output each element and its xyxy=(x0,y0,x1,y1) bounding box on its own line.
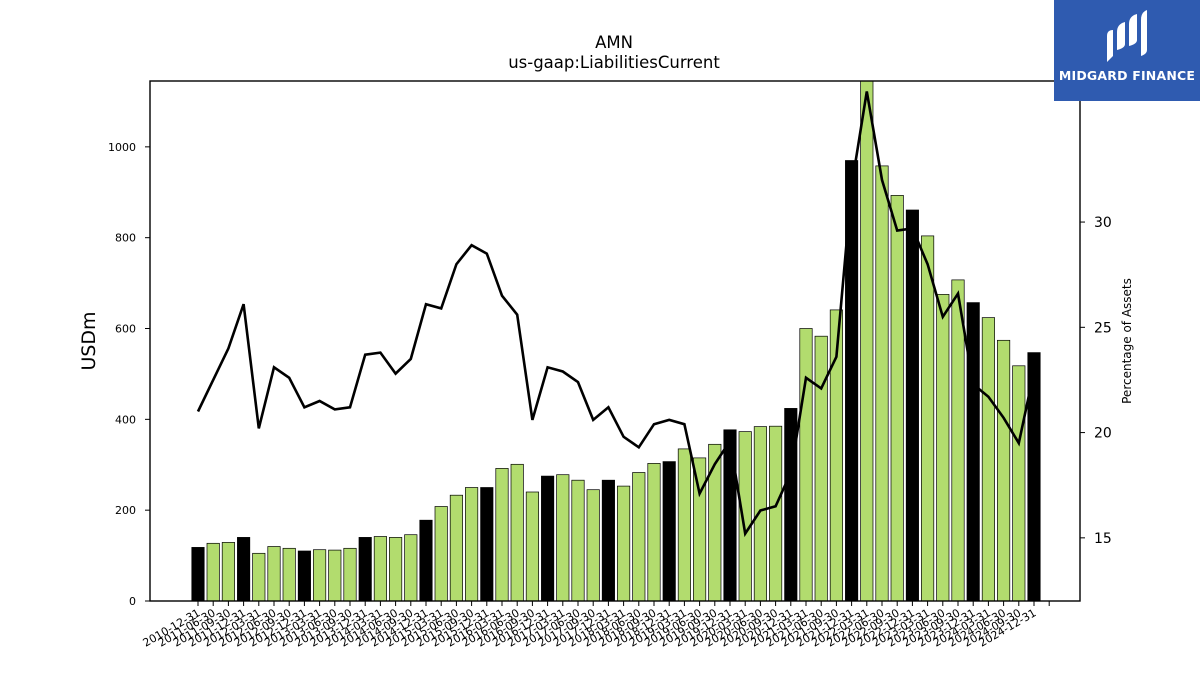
chart-subtitle: us-gaap:LiabilitiesCurrent xyxy=(508,53,720,72)
bar xyxy=(510,463,524,602)
bar xyxy=(449,494,463,602)
bar xyxy=(921,235,935,602)
y2-tick-label: 30 xyxy=(1094,215,1112,231)
bar xyxy=(738,431,752,602)
bar-series xyxy=(191,80,1041,602)
y2-axis-label: Percentage of Assets xyxy=(1120,278,1134,404)
y-axis-right: 15 20 25 30 xyxy=(1080,215,1112,547)
bar xyxy=(997,339,1011,602)
bar xyxy=(480,487,494,602)
chart-title: AMN xyxy=(595,33,633,52)
bar xyxy=(556,474,570,602)
y-axis-left: 0 200 400 600 800 1000 xyxy=(108,141,150,608)
x-axis: 2010-12-312011-06-302011-09-302011-12-31… xyxy=(141,601,1050,650)
bar xyxy=(237,537,251,602)
bar xyxy=(981,317,995,602)
bar xyxy=(890,195,904,602)
bar xyxy=(677,448,691,602)
bar xyxy=(814,335,828,602)
bar xyxy=(434,506,448,602)
bar xyxy=(586,489,600,602)
bar xyxy=(951,279,965,602)
bar xyxy=(191,547,205,602)
bar xyxy=(723,429,737,602)
brand-name: MIDGARD FINANCE xyxy=(1058,68,1196,83)
bar xyxy=(860,80,874,602)
bar xyxy=(282,547,296,602)
bar xyxy=(495,468,509,602)
bar xyxy=(647,463,661,602)
bar xyxy=(966,302,980,602)
brand-logo: MIDGARD FINANCE xyxy=(1054,0,1200,101)
y2-tick-label: 20 xyxy=(1094,426,1112,442)
bar xyxy=(252,552,266,602)
y-tick-label: 800 xyxy=(115,232,136,245)
bar xyxy=(525,491,539,602)
bar xyxy=(571,479,585,602)
y-tick-label: 400 xyxy=(115,413,136,426)
bar xyxy=(313,549,327,602)
bar xyxy=(297,550,311,602)
bar xyxy=(358,537,372,602)
bar xyxy=(404,534,418,602)
bar xyxy=(541,475,555,602)
bar xyxy=(632,472,646,602)
y-tick-label: 200 xyxy=(115,504,136,517)
bar xyxy=(769,425,783,602)
bar xyxy=(206,542,220,602)
bar xyxy=(784,408,798,602)
y-axis-label: USDm xyxy=(78,311,100,370)
bar xyxy=(617,485,631,602)
brand-mark-icon xyxy=(1107,10,1147,62)
ratio-line xyxy=(196,91,1036,538)
bar xyxy=(389,537,403,602)
bar xyxy=(936,294,950,602)
bar xyxy=(267,546,281,602)
bar xyxy=(221,542,235,602)
plot-frame xyxy=(149,80,1081,602)
bar xyxy=(662,461,676,602)
bar xyxy=(373,536,387,602)
bar xyxy=(343,547,357,602)
bar xyxy=(905,209,919,602)
y-tick-label: 600 xyxy=(115,323,136,336)
bar xyxy=(1012,365,1026,602)
y2-tick-label: 25 xyxy=(1094,320,1112,336)
bar xyxy=(708,443,722,602)
bar xyxy=(601,479,615,602)
y-tick-label: 1000 xyxy=(108,141,136,154)
bar xyxy=(328,549,342,602)
bar xyxy=(753,426,767,602)
bar xyxy=(419,519,433,602)
y2-tick-label: 15 xyxy=(1094,531,1112,547)
bar xyxy=(799,328,813,602)
bar xyxy=(875,165,889,602)
bar xyxy=(465,487,479,602)
y-tick-label: 0 xyxy=(129,595,136,608)
